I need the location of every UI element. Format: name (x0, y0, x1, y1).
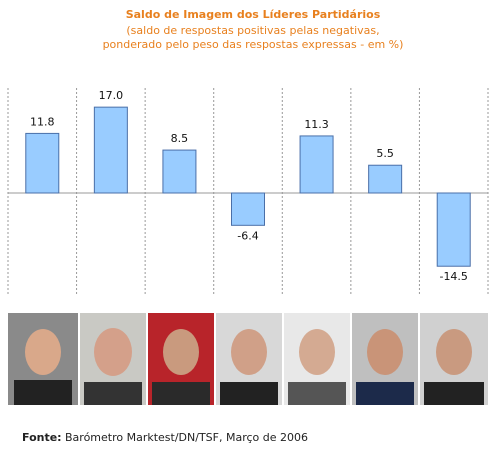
value-label: -6.4 (237, 229, 258, 242)
source-text: Barómetro Marktest/DN/TSF, Março de 2006 (65, 431, 308, 444)
photo (420, 313, 488, 405)
photo (284, 313, 350, 405)
chart-subtitle: ponderado pelo peso das respostas expres… (103, 38, 404, 51)
photo (8, 313, 78, 405)
photo (80, 313, 146, 405)
photo (148, 313, 214, 405)
bar (436, 192, 471, 267)
bar (231, 192, 265, 226)
bar (299, 135, 334, 194)
bar (162, 149, 197, 194)
value-label: 11.8 (30, 115, 55, 128)
photo (216, 313, 282, 405)
chart-subtitle: (saldo de respostas positivas pelas nega… (126, 24, 379, 37)
photos (8, 313, 488, 405)
photo (352, 313, 418, 405)
bar (25, 132, 60, 194)
value-label: 17.0 (99, 89, 124, 102)
value-label: 11.3 (304, 118, 329, 131)
bar (368, 164, 403, 194)
bar (93, 106, 128, 194)
value-label: 8.5 (171, 132, 189, 145)
chart-title: Saldo de Imagem dos Líderes Partidários (126, 8, 381, 21)
value-label: -14.5 (439, 270, 467, 283)
value-label: 5.5 (376, 147, 394, 160)
source-label: Fonte: (22, 431, 62, 444)
